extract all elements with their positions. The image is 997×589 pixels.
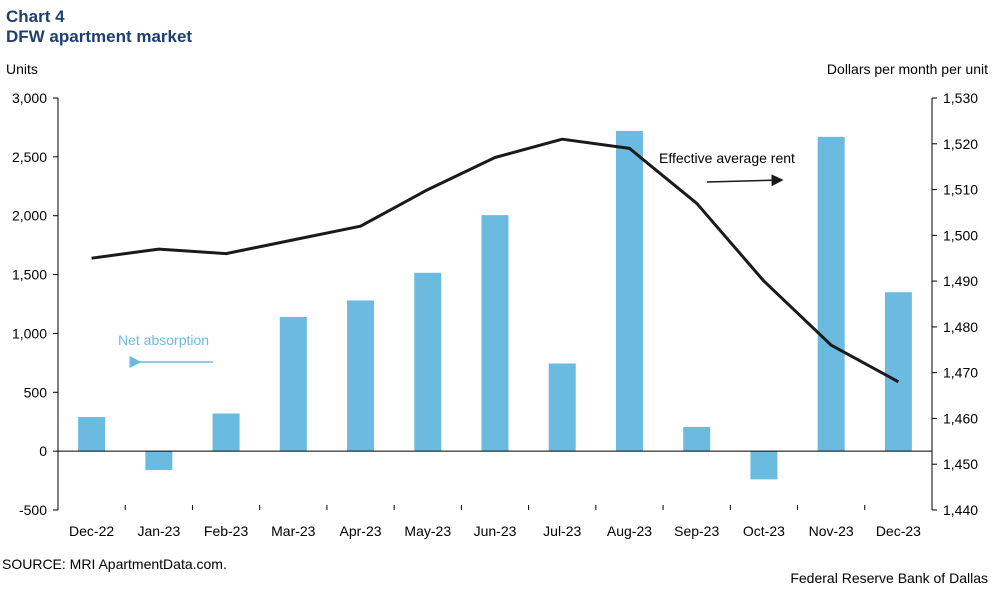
left-tick-label: 0: [39, 443, 47, 459]
right-tick-label: 1,450: [943, 456, 978, 472]
x-tick-label: Aug-23: [607, 523, 652, 539]
right-tick-label: 1,530: [943, 90, 978, 106]
left-tick-label: -500: [19, 502, 47, 518]
net-absorption-annotation: Net absorption: [118, 332, 209, 348]
x-tick-label: Sep-23: [674, 523, 719, 539]
right-tick-label: 1,470: [943, 365, 978, 381]
bar-dec-22: [78, 417, 106, 452]
x-tick-label: Mar-23: [271, 523, 316, 539]
bar-apr-23: [347, 300, 375, 452]
credit-note: Federal Reserve Bank of Dallas: [790, 570, 988, 586]
chart-number: Chart 4: [6, 7, 65, 26]
x-tick-label: Jul-23: [543, 523, 581, 539]
bar-aug-23: [615, 130, 643, 452]
left-tick-label: 2,000: [12, 208, 47, 224]
right-tick-label: 1,460: [943, 410, 978, 426]
bar-jul-23: [548, 363, 576, 452]
right-axis-label: Dollars per month per unit: [826, 61, 988, 77]
bar-oct-23: [750, 451, 778, 480]
x-tick-label: Jun-23: [474, 523, 517, 539]
rent-arrow: [706, 174, 784, 187]
right-tick-label: 1,440: [943, 502, 978, 518]
right-tick-label: 1,510: [943, 182, 978, 198]
right-tick-label: 1,480: [943, 319, 978, 335]
bar-mar-23: [279, 316, 307, 452]
bar-dec-23: [884, 292, 912, 452]
bar-jun-23: [481, 215, 509, 452]
right-tick-label: 1,490: [943, 273, 978, 289]
x-tick-label: Oct-23: [743, 523, 785, 539]
rent-annotation: Effective average rent: [659, 150, 795, 166]
right-tick-label: 1,500: [943, 227, 978, 243]
right-tick-label: 1,520: [943, 136, 978, 152]
left-axis-label: Units: [6, 61, 38, 77]
left-tick-label: 3,000: [12, 90, 47, 106]
x-tick-label: Dec-22: [69, 523, 114, 539]
left-tick-label: 1,500: [12, 267, 47, 283]
bar-sep-23: [683, 427, 711, 452]
source-note: SOURCE: MRI ApartmentData.com.: [2, 556, 227, 572]
left-tick-label: 2,500: [12, 149, 47, 165]
chart-title: DFW apartment market: [6, 27, 193, 46]
rent-line: [91, 137, 900, 384]
x-tick-label: Jan-23: [137, 523, 180, 539]
left-tick-label: 500: [24, 384, 48, 400]
bar-feb-23: [212, 413, 240, 452]
x-tick-label: May-23: [404, 523, 451, 539]
left-tick-label: 1,000: [12, 325, 47, 341]
x-tick-label: Nov-23: [809, 523, 854, 539]
bar-may-23: [414, 272, 442, 452]
x-tick-label: Dec-23: [876, 523, 921, 539]
x-tick-label: Apr-23: [340, 523, 382, 539]
x-tick-label: Feb-23: [204, 523, 249, 539]
bar-jan-23: [145, 451, 173, 470]
bar-nov-23: [817, 136, 845, 452]
